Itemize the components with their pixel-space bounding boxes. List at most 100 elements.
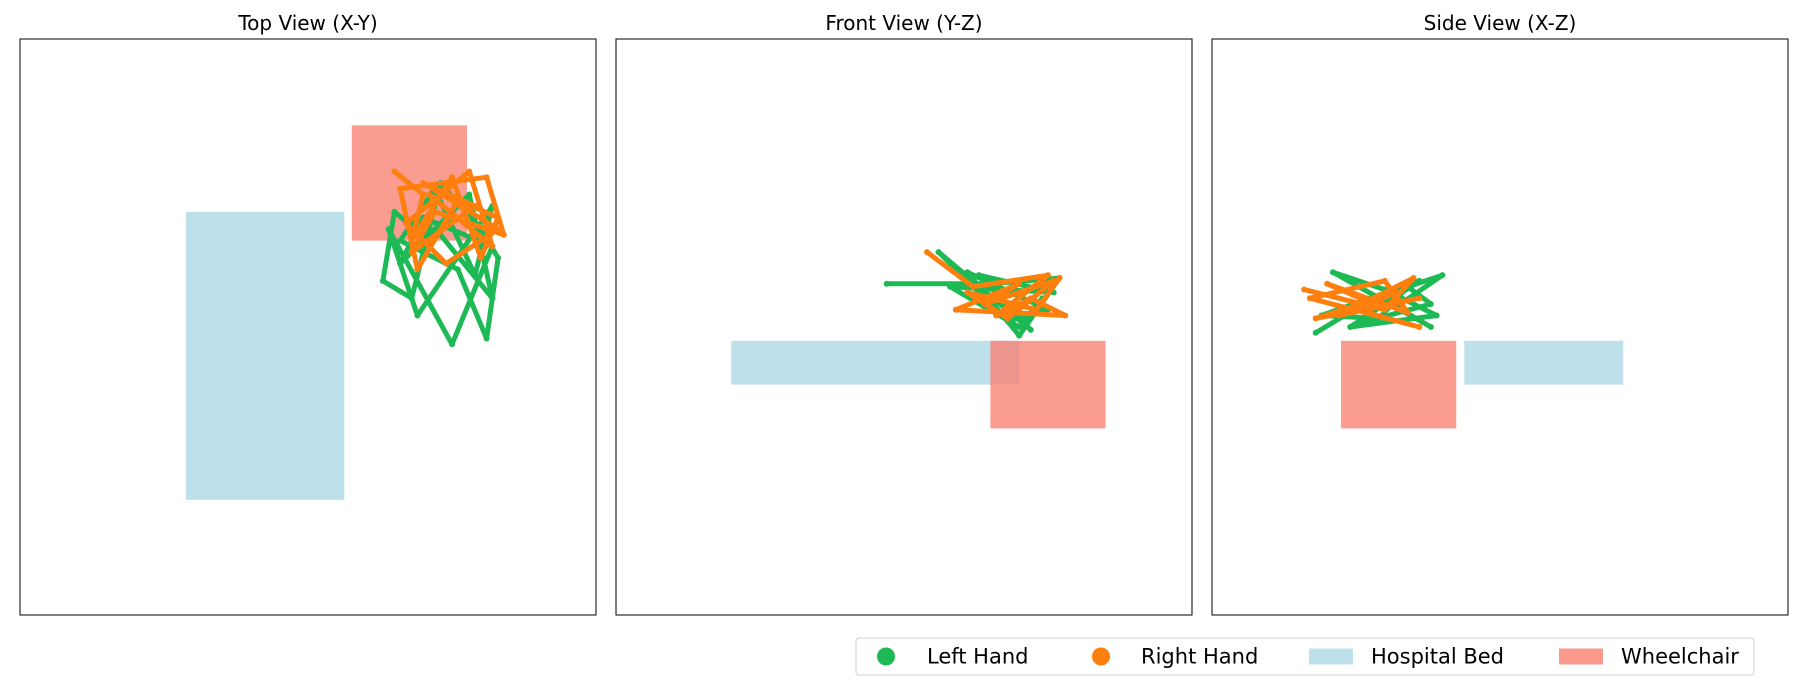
left-hand-point (385, 226, 392, 233)
right-hand-point (1410, 275, 1417, 282)
right-hand-point (1033, 306, 1040, 313)
legend-item-hospital-bed: Hospital Bed (1309, 645, 1504, 669)
right-hand-point (414, 266, 421, 273)
right-hand-point (1324, 280, 1331, 287)
right-hand-point (408, 237, 415, 244)
right-hand-point (970, 283, 977, 290)
right-hand-point (1370, 300, 1377, 307)
right-hand-point (391, 168, 398, 175)
right-hand-point (1027, 295, 1034, 302)
right-hand-point (993, 312, 1000, 319)
hospital-bed-rect (185, 211, 345, 500)
plot-area (185, 125, 507, 500)
right-hand-point (1393, 289, 1400, 296)
right-hand-point (431, 208, 438, 215)
wheelchair-rect (1341, 340, 1457, 429)
right-hand-point (1312, 315, 1319, 322)
left-hand-point (883, 280, 890, 287)
left-hand-point (1312, 329, 1319, 336)
right-hand-point (981, 300, 988, 307)
axes-frame (1211, 38, 1789, 616)
panels: Top View (X-Y) Front View (Y-Z) Side View … (19, 11, 1789, 616)
right-hand-point (1056, 275, 1063, 282)
right-hand-point (425, 191, 432, 198)
right-hand-point (1301, 286, 1308, 293)
panel-title: Front View (Y-Z) (825, 11, 982, 35)
right-hand-point (408, 249, 415, 256)
legend-item-wheelchair: Wheelchair (1559, 645, 1739, 669)
left-hand-point (975, 272, 982, 279)
wheelchair-rect (990, 340, 1106, 429)
legend-label: Wheelchair (1621, 645, 1739, 669)
right-hand-point (1306, 295, 1313, 302)
axes-frame (615, 38, 1193, 616)
right-hand-point (420, 191, 427, 198)
left-hand-point (414, 312, 421, 319)
legend-marker (877, 647, 895, 666)
panel-side-view-x-z: Side View (X-Z) (1211, 11, 1789, 616)
right-hand-point (472, 203, 479, 210)
right-hand-trajectory (924, 249, 1068, 321)
left-hand-point (1416, 277, 1423, 284)
left-hand-point (1329, 269, 1336, 276)
left-hand-point (397, 260, 404, 267)
left-hand-point (472, 272, 479, 279)
right-hand-point (495, 226, 502, 233)
left-hand-point (947, 283, 954, 290)
right-hand-point (952, 306, 959, 313)
legend-label: Right Hand (1141, 645, 1258, 669)
right-hand-point (1062, 312, 1069, 319)
panel-title: Top View (X-Y) (237, 11, 377, 35)
right-hand-point (1381, 306, 1388, 313)
left-hand-point (1027, 326, 1034, 333)
right-hand-point (1416, 295, 1423, 302)
left-hand-point (1433, 312, 1440, 319)
right-hand-point (466, 168, 473, 175)
right-hand-point (1004, 315, 1011, 322)
hospital-bed-rect (1464, 340, 1624, 385)
right-hand-point (449, 174, 455, 181)
left-hand-point (408, 295, 415, 302)
left-hand-point (964, 269, 971, 276)
left-hand-point (1016, 332, 1023, 339)
right-hand-point (397, 185, 404, 192)
left-hand-point (449, 341, 455, 348)
right-hand-point (1416, 324, 1423, 330)
legend-marker (1092, 647, 1110, 666)
left-hand-point (379, 277, 386, 284)
plot-area (731, 249, 1106, 429)
left-hand-point (454, 266, 461, 273)
panel-title: Side View (X-Z) (1424, 11, 1577, 35)
right-hand-point (443, 260, 450, 267)
legend: Left Hand Right Hand Hospital Bed Wheelchai… (855, 637, 1755, 676)
legend-box (855, 637, 1755, 676)
right-hand-point (1050, 277, 1057, 284)
left-hand-point (391, 208, 398, 215)
left-hand-point (495, 254, 502, 261)
left-hand-point (1427, 324, 1434, 330)
legend-label: Hospital Bed (1371, 645, 1504, 669)
right-hand-point (924, 249, 931, 256)
axes-frame (19, 38, 597, 616)
left-hand-point (1347, 324, 1354, 330)
legend-label: Left Hand (927, 645, 1028, 669)
right-hand-point (1404, 309, 1411, 316)
right-hand-point (477, 254, 484, 261)
plot-area (1301, 269, 1624, 429)
right-hand-point (454, 197, 461, 204)
legend-patch (1309, 648, 1353, 665)
right-hand-point (1016, 280, 1023, 287)
left-hand-point (397, 237, 404, 244)
left-hand-point (489, 295, 496, 302)
right-hand-point (489, 243, 496, 250)
legend-patch (1559, 648, 1603, 665)
right-hand-point (402, 220, 409, 227)
right-hand-point (420, 180, 427, 186)
left-hand-point (1439, 272, 1446, 279)
right-hand-point (1045, 272, 1051, 279)
legend-item-right-hand: Right Hand (1092, 645, 1258, 669)
right-hand-point (500, 231, 507, 238)
right-hand-point (964, 289, 971, 296)
left-hand-point (466, 191, 473, 198)
